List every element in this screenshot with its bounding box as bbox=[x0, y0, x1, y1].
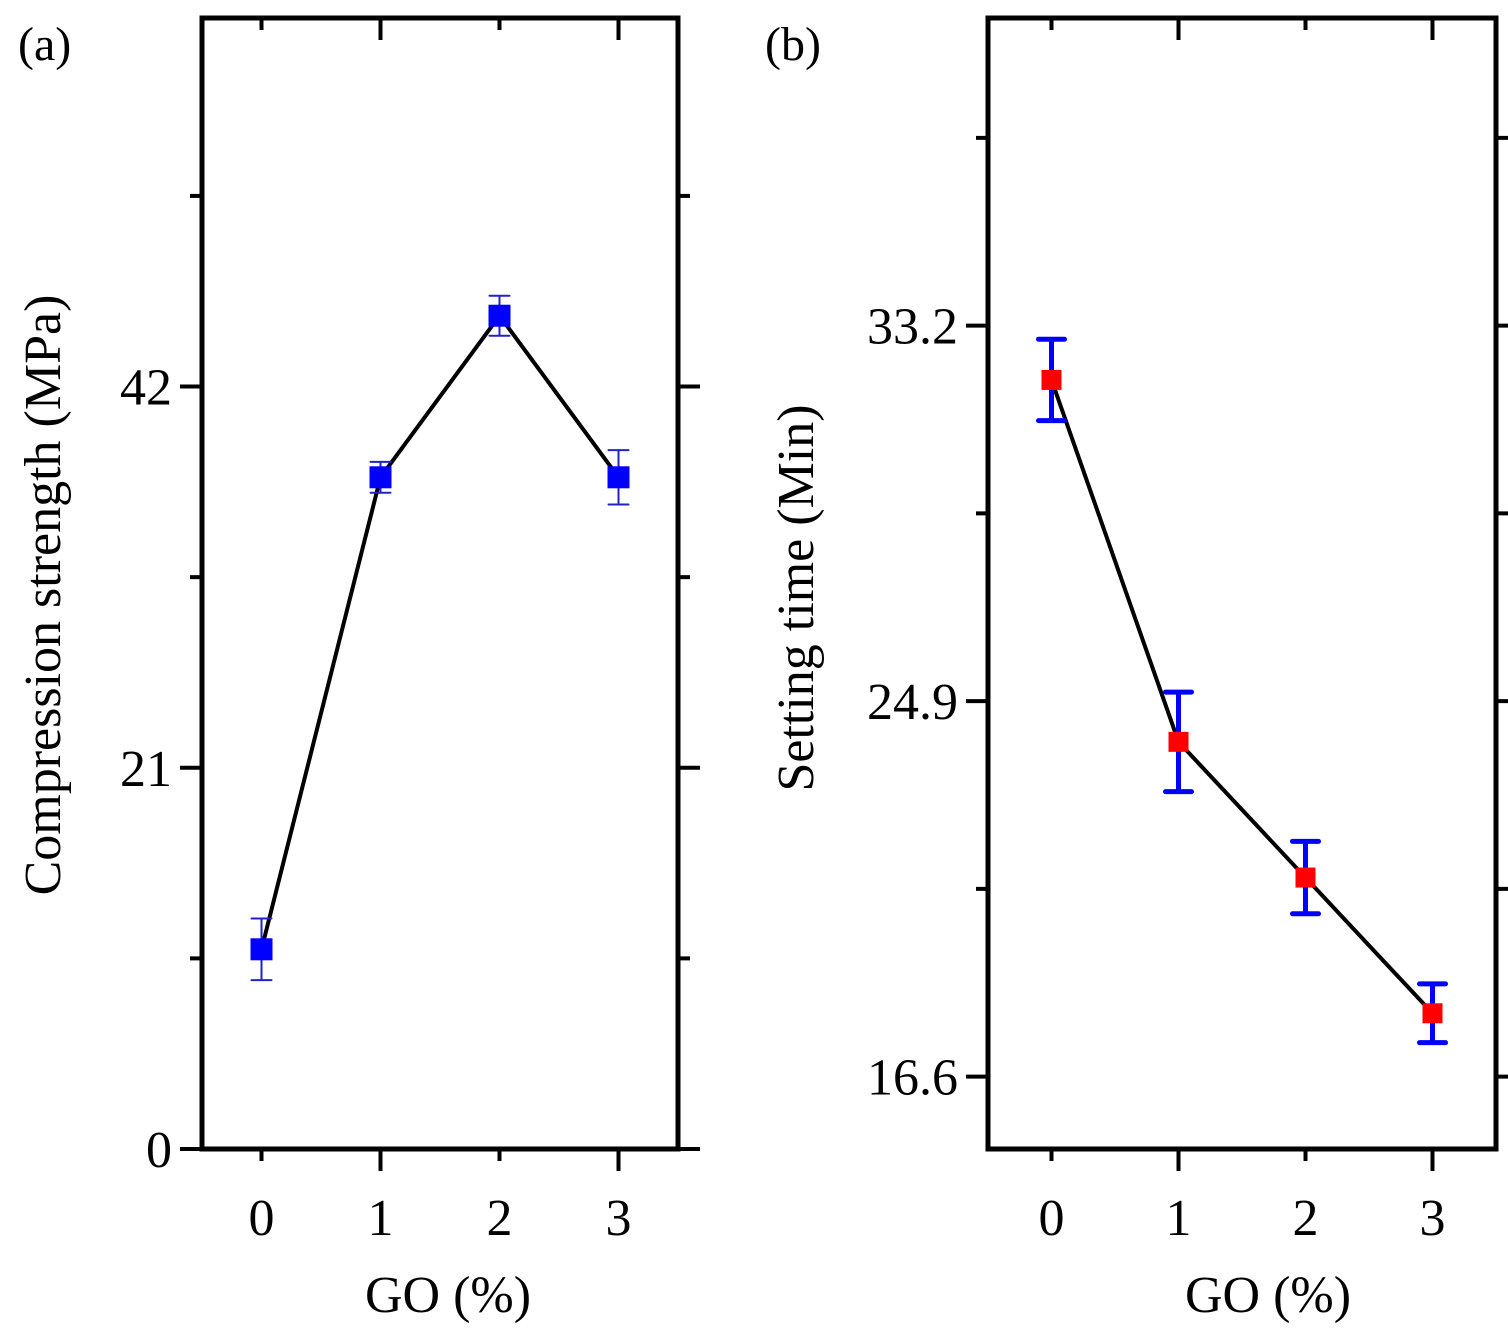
tick-layer-a: 0 21 42 0 1 2 3 bbox=[120, 18, 700, 1247]
data-point bbox=[1295, 867, 1316, 888]
chart-panel-b: (b) Setting time (Min) GO (%) 16.624.933… bbox=[765, 15, 1508, 1324]
y-axis-title-b: Setting time (Min) bbox=[768, 404, 825, 791]
y-tick-label: 24.9 bbox=[867, 674, 958, 731]
y-tick-label: 0 bbox=[146, 1122, 172, 1179]
data-layer-a bbox=[250, 294, 630, 982]
x-axis-title-a: GO (%) bbox=[365, 1267, 531, 1324]
data-point bbox=[1041, 369, 1062, 390]
y-tick-label: 33.2 bbox=[867, 299, 958, 356]
y-tick-label: 21 bbox=[120, 741, 172, 798]
tick-layer-b: 16.6 24.9 33.2 0 1 2 3 bbox=[867, 18, 1508, 1247]
x-tick-label: 2 bbox=[487, 1190, 513, 1247]
x-tick-label: 0 bbox=[249, 1190, 275, 1247]
data-point bbox=[250, 938, 273, 961]
data-point bbox=[488, 304, 511, 327]
x-axis-title-b: GO (%) bbox=[1185, 1267, 1351, 1324]
data-point bbox=[1168, 731, 1189, 752]
y-tick-label: 16.6 bbox=[867, 1050, 958, 1107]
x-tick-label: 3 bbox=[606, 1190, 632, 1247]
x-tick-label: 1 bbox=[368, 1190, 394, 1247]
data-layer-b bbox=[1036, 336, 1448, 1046]
data-point bbox=[369, 466, 392, 489]
data-point bbox=[1422, 1003, 1443, 1024]
plot-frame-b bbox=[985, 15, 1499, 1152]
panel-label-b: (b) bbox=[765, 18, 821, 71]
y-axis-title-a: Compression strength (MPa) bbox=[15, 295, 72, 896]
panel-label-a: (a) bbox=[18, 18, 71, 71]
series-line bbox=[259, 312, 621, 950]
chart-panel-a: (a) Compression strength (MPa) GO (%) 0 2… bbox=[15, 15, 700, 1324]
x-tick-label: 3 bbox=[1420, 1190, 1446, 1247]
x-tick-label: 2 bbox=[1293, 1190, 1319, 1247]
x-tick-label: 1 bbox=[1166, 1190, 1192, 1247]
series-line bbox=[1049, 379, 1434, 1015]
plot-frame-a bbox=[199, 15, 681, 1152]
x-tick-label: 0 bbox=[1039, 1190, 1065, 1247]
data-point bbox=[607, 466, 630, 489]
y-tick-label: 42 bbox=[120, 360, 172, 417]
